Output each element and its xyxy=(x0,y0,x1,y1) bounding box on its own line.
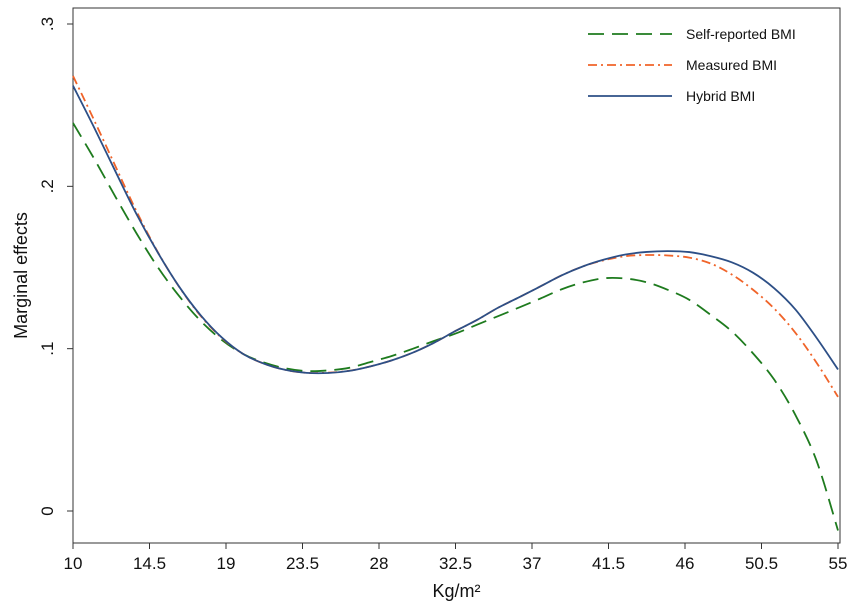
x-axis-title: Kg/m² xyxy=(432,581,480,601)
x-tick-label: 23.5 xyxy=(286,554,319,573)
x-tick-label: 10 xyxy=(64,554,83,573)
series-line-3 xyxy=(72,85,839,375)
y-tick-label: .1 xyxy=(38,342,57,356)
x-tick-label: 28 xyxy=(370,554,389,573)
y-axis: 0 .1 .2 .3 xyxy=(38,17,73,516)
legend-label-1: Self-reported BMI xyxy=(686,26,796,42)
y-axis-title: Marginal effects xyxy=(11,212,31,339)
x-tick-label: 50.5 xyxy=(745,554,778,573)
plot-frame xyxy=(72,7,841,544)
x-tick-label: 41.5 xyxy=(592,554,625,573)
legend: Self-reported BMI Measured BMI Hybrid BMI xyxy=(588,26,796,104)
series-layer xyxy=(72,75,839,531)
y-tick-label: .3 xyxy=(38,17,57,31)
y-tick-label: 0 xyxy=(38,506,57,515)
x-tick-label: 14.5 xyxy=(133,554,166,573)
x-axis: 10 14.5 19 23.5 28 32.5 37 41.5 46 50.5 55 xyxy=(64,543,848,573)
x-tick-label: 19 xyxy=(217,554,236,573)
x-tick-label: 32.5 xyxy=(439,554,472,573)
x-tick-label: 55 xyxy=(829,554,848,573)
legend-label-3: Hybrid BMI xyxy=(686,88,755,104)
x-tick-label: 46 xyxy=(676,554,695,573)
series-line-1 xyxy=(72,122,839,531)
legend-label-2: Measured BMI xyxy=(686,57,777,73)
series-line-2 xyxy=(72,75,839,398)
plot-border xyxy=(72,7,841,544)
x-tick-label: 37 xyxy=(523,554,542,573)
y-tick-label: .2 xyxy=(38,179,57,193)
